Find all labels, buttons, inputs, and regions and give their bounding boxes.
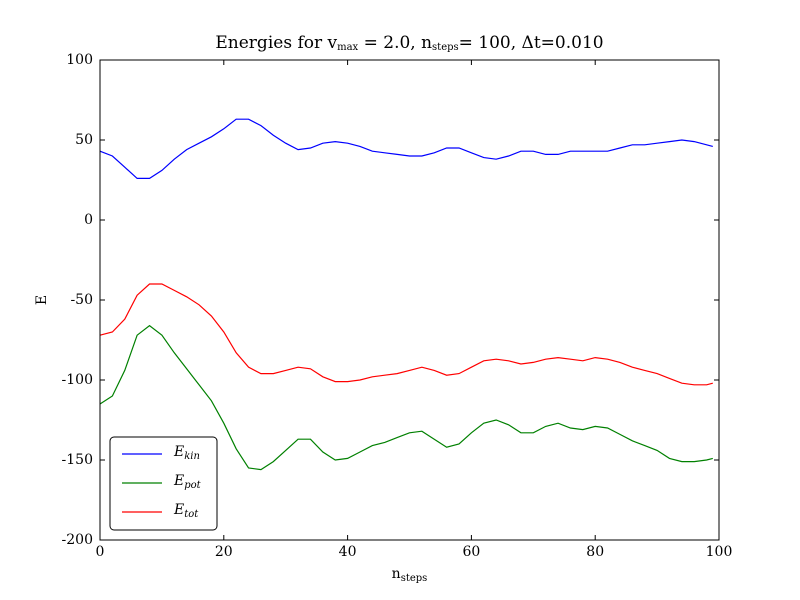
text-part: Energies for v [215,33,337,53]
y-tick-label: -50 [70,292,93,308]
y-tick-label: -150 [62,452,93,468]
x-tick-label: 100 [706,544,733,560]
y-tick-label: 50 [75,132,93,148]
x-tick-label: 0 [96,544,105,560]
subscript: tot [184,509,199,520]
chart-title: Energies for vmax = 2.0, nsteps= 100, Δt… [215,33,603,53]
y-tick-label: 100 [66,52,93,68]
line-series [99,283,713,386]
text-part: = 2.0, n [358,33,432,53]
text-part: = 100, Δt=0.010 [459,33,604,53]
text-part: E [173,444,184,460]
text-part: n [392,566,401,582]
subscript: steps [432,42,459,53]
subscript: steps [401,573,428,584]
plot-frame [99,59,720,541]
y-tick-label: 0 [84,212,93,228]
text-part: E [173,473,184,489]
x-tick-label: 80 [586,544,604,560]
y-tick-label: -100 [62,372,93,388]
line-series [99,118,713,179]
x-tick-label: 40 [339,544,357,560]
subscript: max [337,42,358,53]
line-series [99,324,713,471]
x-axis-label: nsteps [392,566,428,584]
legend-label: Ekin [173,444,200,462]
legend-label: Epot [173,473,202,491]
subscript: pot [184,480,201,491]
subscript: kin [184,451,200,462]
x-tick-label: 60 [462,544,480,560]
x-tick-label: 20 [215,544,233,560]
legend-box [109,436,218,531]
y-tick-label: -200 [62,532,93,548]
text-part: E [173,502,184,518]
y-axis-label: E [34,295,50,305]
legend-label: Etot [173,502,199,520]
